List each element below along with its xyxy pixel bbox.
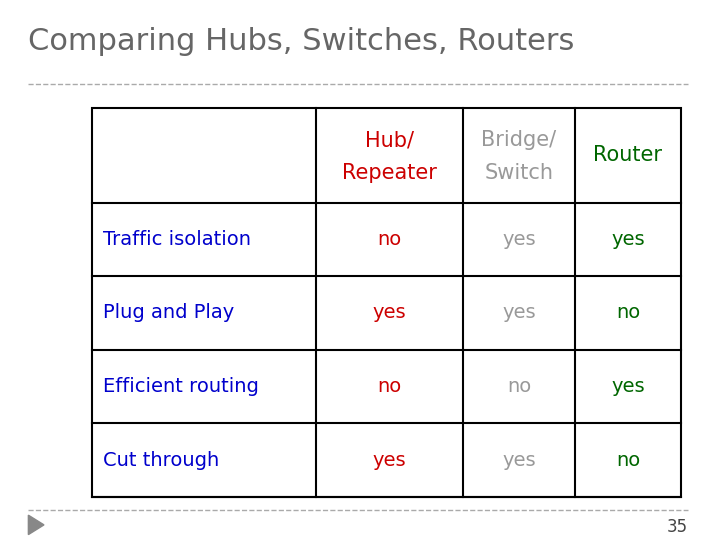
Text: no: no	[377, 230, 402, 249]
Text: yes: yes	[503, 450, 536, 469]
Text: Router: Router	[593, 145, 662, 165]
Text: Cut through: Cut through	[103, 450, 219, 469]
Text: yes: yes	[373, 450, 406, 469]
Text: no: no	[507, 377, 531, 396]
Text: yes: yes	[611, 377, 645, 396]
Polygon shape	[28, 515, 44, 535]
Text: Comparing Hubs, Switches, Routers: Comparing Hubs, Switches, Routers	[28, 27, 575, 56]
Text: yes: yes	[611, 230, 645, 249]
Text: no: no	[377, 377, 402, 396]
Text: no: no	[616, 303, 640, 322]
Text: Bridge/: Bridge/	[482, 130, 557, 150]
Text: Repeater: Repeater	[342, 163, 437, 183]
Text: yes: yes	[503, 230, 536, 249]
Bar	[92, 108, 681, 497]
Text: yes: yes	[373, 303, 406, 322]
Text: Hub/: Hub/	[365, 130, 414, 150]
Text: 35: 35	[667, 517, 688, 536]
Text: no: no	[616, 450, 640, 469]
Text: Switch: Switch	[485, 163, 554, 183]
Text: Plug and Play: Plug and Play	[103, 303, 234, 322]
Text: Traffic isolation: Traffic isolation	[103, 230, 251, 249]
Text: yes: yes	[503, 303, 536, 322]
Text: Efficient routing: Efficient routing	[103, 377, 258, 396]
